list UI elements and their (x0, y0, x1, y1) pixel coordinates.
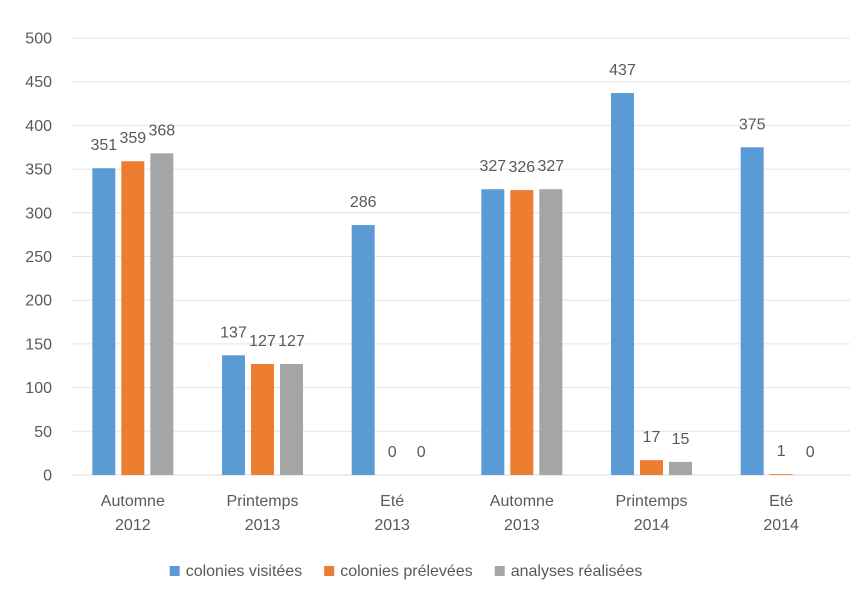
y-tick-label: 0 (43, 468, 52, 485)
bar (769, 474, 793, 475)
bar (611, 93, 634, 475)
legend-item-label: analyses réalisées (511, 563, 643, 580)
y-tick-label: 100 (25, 380, 52, 397)
y-tick-label: 200 (25, 293, 52, 310)
bar (222, 355, 245, 475)
data-label: 0 (806, 444, 815, 461)
x-category-label: Eté 2014 (763, 493, 799, 534)
y-tick-label: 450 (25, 74, 52, 91)
data-label: 137 (220, 324, 247, 341)
bar (150, 153, 174, 476)
legend-swatch (324, 566, 335, 576)
data-label: 15 (672, 431, 690, 448)
legend: colonies visitées colonies prélevées analy… (169, 563, 643, 580)
legend-swatch (494, 566, 505, 576)
data-label: 127 (249, 333, 276, 350)
data-label: 326 (508, 159, 535, 176)
bar (539, 189, 563, 475)
bar (481, 189, 505, 475)
legend-item-label: colonies visitées (186, 563, 303, 580)
data-label: 0 (388, 444, 397, 461)
bar (669, 461, 692, 475)
y-tick-label: 500 (25, 31, 52, 48)
bar (251, 364, 274, 475)
y-tick-label: 50 (34, 424, 52, 441)
bar (510, 190, 534, 476)
data-label: 1 (777, 443, 786, 460)
x-category-label: Automne 2012 (101, 493, 165, 534)
x-category-label: Printemps 2014 (615, 493, 687, 534)
data-label: 368 (148, 122, 175, 139)
x-category-label: Automne 2013 (490, 493, 554, 534)
data-label: 375 (739, 116, 766, 133)
data-label: 351 (90, 137, 117, 154)
data-label: 437 (609, 62, 636, 79)
bar (121, 161, 145, 475)
bar (640, 460, 663, 475)
y-axis-ticks: 0 50 100 150 200 250 300 350 400 450 500 (25, 31, 52, 485)
bar (280, 364, 303, 475)
legend-item-label: colonies prélevées (340, 563, 473, 580)
data-label: 17 (643, 429, 661, 446)
y-tick-label: 150 (25, 336, 52, 353)
data-label: 127 (278, 333, 305, 350)
data-label: 327 (479, 158, 506, 175)
x-category-label: Printemps 2013 (226, 493, 298, 534)
bar (351, 225, 375, 475)
y-tick-label: 400 (25, 118, 52, 135)
y-tick-label: 250 (25, 249, 52, 266)
data-label: 0 (417, 444, 426, 461)
data-label: 327 (537, 158, 564, 175)
x-category-label: Eté 2013 (374, 493, 410, 534)
legend-swatch (169, 566, 180, 576)
x-axis-categories: Automne 2012 Printemps 2013 Eté 2013 Automne 20… (101, 493, 799, 534)
data-label: 286 (350, 194, 377, 211)
data-label: 359 (119, 130, 146, 147)
y-tick-label: 350 (25, 162, 52, 179)
bars (92, 93, 793, 476)
y-tick-label: 300 (25, 205, 52, 222)
grid-lines (72, 37, 850, 476)
bar (740, 147, 764, 475)
bar (92, 168, 116, 475)
